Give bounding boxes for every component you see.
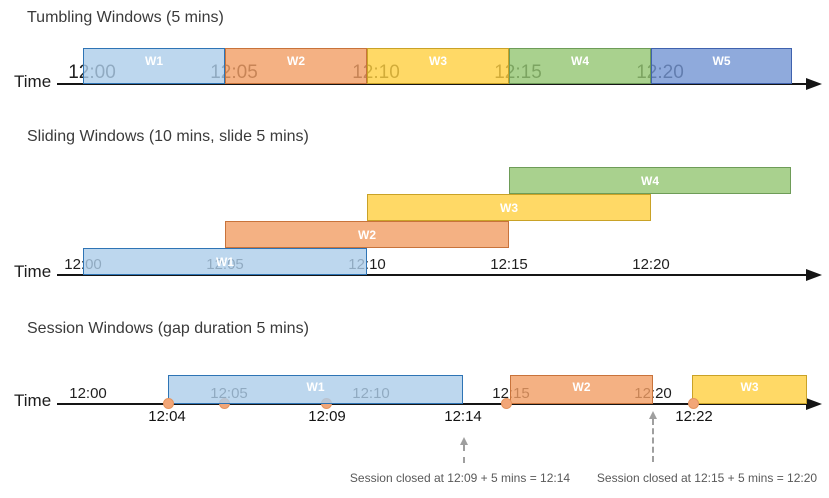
- session-window-w1: W1: [168, 375, 463, 404]
- session-close-arrow-1: [463, 445, 465, 463]
- sliding-time-axis-label: Time: [14, 262, 52, 281]
- sliding-timeline-arrowhead-icon: [806, 269, 822, 281]
- event-dot-12-22: [688, 398, 699, 409]
- session-window-w1-label: W1: [306, 380, 325, 394]
- sliding-title: Sliding Windows (10 mins, slide 5 mins): [27, 128, 309, 145]
- session-time-axis-label: Time: [14, 391, 52, 410]
- session-title: Session Windows (gap duration 5 mins): [27, 320, 309, 337]
- sliding-tick-12-20: 12:20: [632, 256, 670, 273]
- tumbling-window-w5-label: W5: [712, 54, 731, 68]
- event-dot-12-04: [163, 398, 174, 409]
- tumbling-timeline-arrowhead-icon: [806, 78, 822, 90]
- event-label-12-04: 12:04: [148, 408, 186, 425]
- session-close-annotation-2: Session closed at 12:15 + 5 mins = 12:20: [596, 471, 818, 485]
- session-close-annotation-1: Session closed at 12:09 + 5 mins = 12:14: [349, 471, 571, 485]
- tumbling-window-w1-label: W1: [145, 54, 163, 68]
- event-label-12-22: 12:22: [675, 408, 713, 425]
- sliding-window-w4: W4: [509, 167, 791, 194]
- sliding-window-w2: W2: [225, 221, 509, 248]
- sliding-timeline: [57, 274, 807, 276]
- session-close-arrow-2: [652, 419, 654, 462]
- session-window-w3: W3: [692, 375, 807, 404]
- tumbling-timeline: [57, 83, 807, 85]
- sliding-window-w1: W1: [83, 248, 367, 275]
- event-label-12-14: 12:14: [444, 408, 482, 425]
- session-close-arrow-2-head-icon: [649, 411, 657, 419]
- sliding-window-w1-label: W1: [216, 254, 234, 269]
- sliding-window-w3-label: W3: [500, 200, 518, 215]
- event-label-12-09: 12:09: [308, 408, 346, 425]
- tumbling-window-w1: W1: [83, 48, 225, 84]
- sliding-tick-12-15: 12:15: [490, 256, 528, 273]
- session-timeline-arrowhead-icon: [806, 398, 822, 410]
- sliding-window-w4-label: W4: [641, 173, 659, 188]
- event-dot-12-15: [501, 398, 512, 409]
- session-window-w3-label: W3: [740, 380, 759, 394]
- tumbling-window-w2: W2: [225, 48, 367, 84]
- tumbling-window-w2-label: W2: [287, 54, 305, 68]
- session-close-arrow-1-head-icon: [460, 437, 468, 445]
- tumbling-window-w4-label: W4: [571, 54, 589, 68]
- tumbling-window-w4: W4: [509, 48, 651, 84]
- tumbling-window-w5: W5: [651, 48, 792, 84]
- sliding-window-w3: W3: [367, 194, 651, 221]
- tumbling-time-axis-label: Time: [14, 72, 52, 91]
- session-window-w2: W2: [510, 375, 653, 404]
- tumbling-window-w3: W3: [367, 48, 509, 84]
- session-timeline: [57, 403, 807, 405]
- session-window-w2-label: W2: [572, 380, 591, 394]
- tumbling-window-w3-label: W3: [429, 54, 447, 68]
- session-tick-12-00: 12:00: [69, 385, 107, 402]
- sliding-window-w2-label: W2: [358, 227, 376, 242]
- tumbling-title: Tumbling Windows (5 mins): [27, 9, 224, 26]
